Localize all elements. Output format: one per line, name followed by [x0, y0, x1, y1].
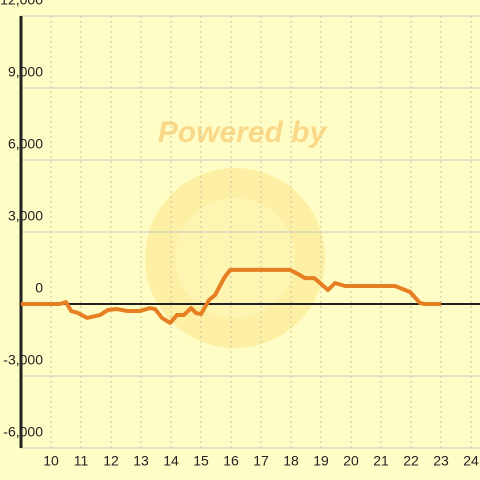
y-tick-label: 12,000	[0, 0, 43, 8]
y-tick-label: -3,000	[3, 352, 43, 368]
y-tick-label: 6,000	[8, 136, 43, 152]
x-tick-label: 19	[313, 453, 329, 469]
logo-core	[175, 198, 295, 318]
y-tick-label: 3,000	[8, 208, 43, 224]
x-tick-label: 12	[103, 453, 119, 469]
y-tick-label: 0	[35, 280, 43, 296]
watermark: Powered by	[158, 116, 328, 149]
x-tick-label: 16	[223, 453, 239, 469]
x-tick-label: 15	[193, 453, 209, 469]
x-tick-label: 23	[433, 453, 449, 469]
x-tick-label: 14	[163, 453, 179, 469]
x-tick-label: 22	[403, 453, 419, 469]
data-line	[21, 267, 441, 325]
x-tick-label: 13	[133, 453, 149, 469]
x-tick-label: 17	[253, 453, 269, 469]
x-tick-label: 24	[463, 453, 479, 469]
y-tick-label: -6,000	[3, 424, 43, 440]
y-tick-label: 9,000	[8, 64, 43, 80]
x-tick-label: 21	[373, 453, 389, 469]
x-tick-label: 10	[43, 453, 59, 469]
x-tick-label: 18	[283, 453, 299, 469]
x-tick-label: 11	[74, 453, 89, 469]
x-tick-label: 20	[343, 453, 359, 469]
